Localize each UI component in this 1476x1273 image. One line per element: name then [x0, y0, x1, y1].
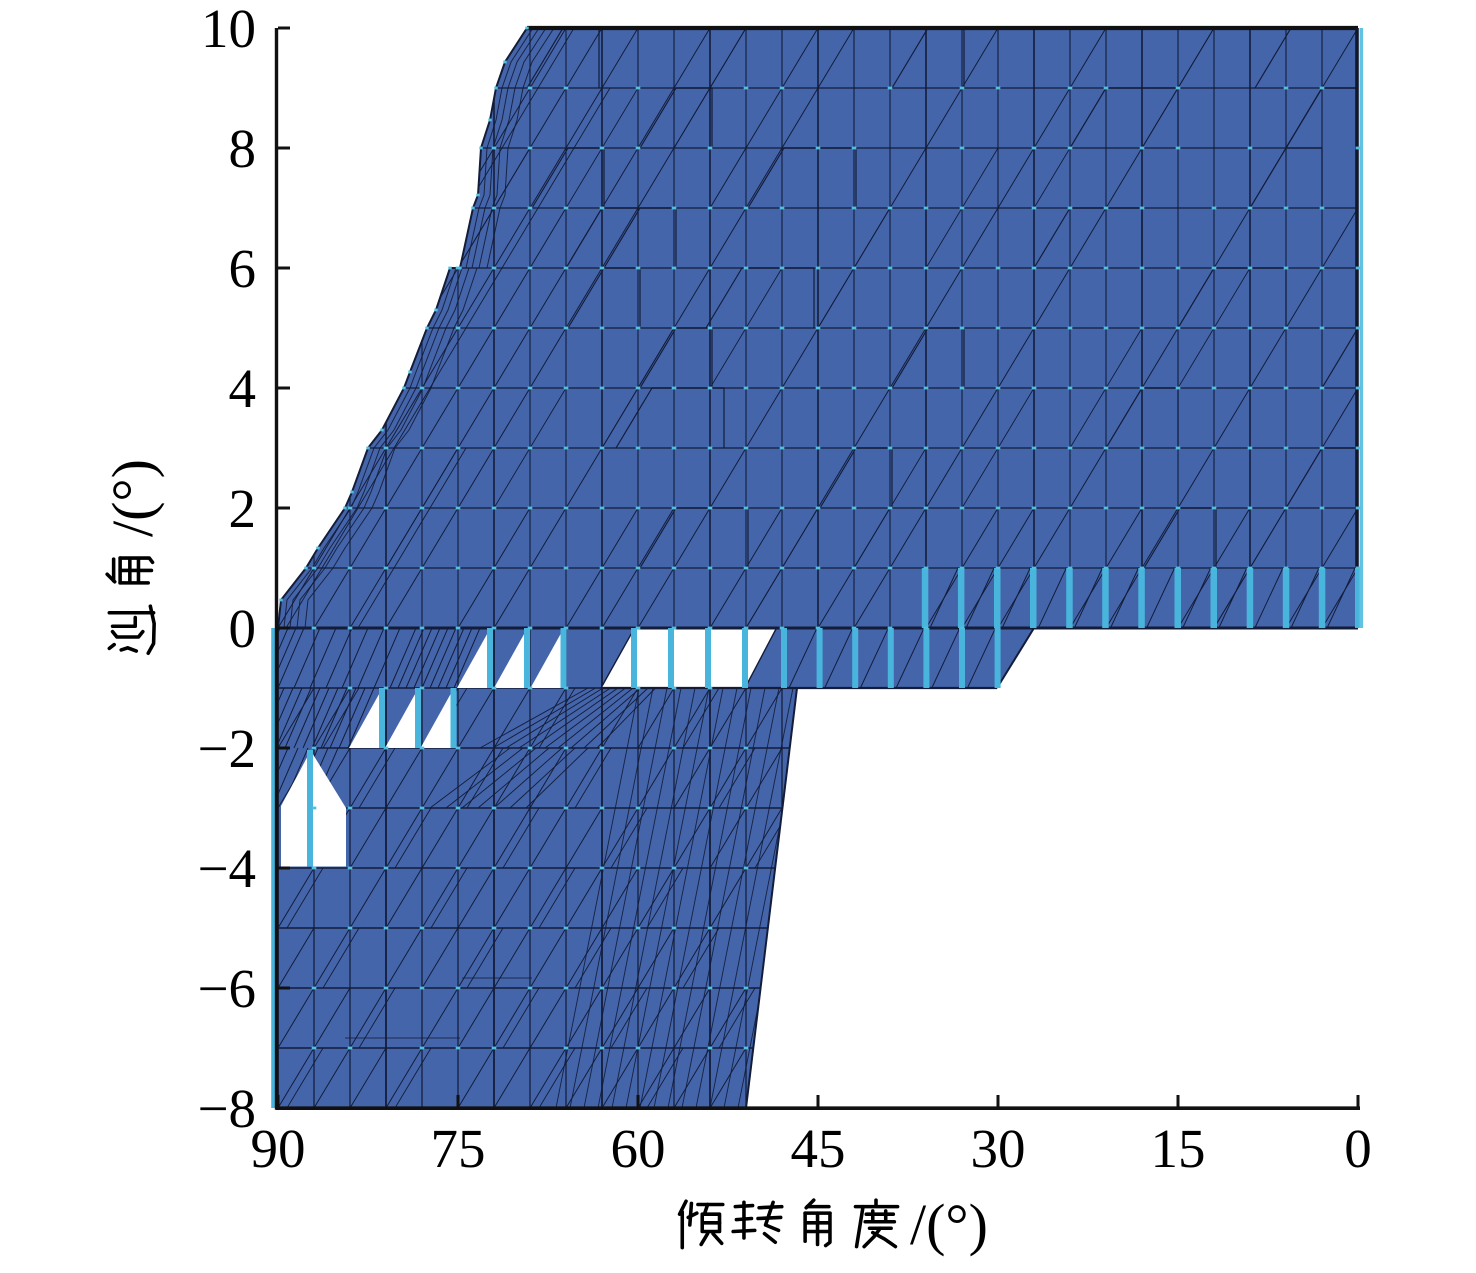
svg-text:−8: −8 [197, 1078, 256, 1139]
svg-text:45: 45 [791, 1118, 846, 1179]
svg-text:−6: −6 [197, 958, 256, 1019]
svg-text:−4: −4 [197, 838, 256, 899]
svg-text:10: 10 [201, 0, 256, 59]
svg-text:90: 90 [251, 1118, 306, 1179]
svg-text:0: 0 [1344, 1118, 1372, 1179]
svg-text:8: 8 [229, 118, 257, 179]
svg-text:/(°): /(°) [910, 1192, 988, 1257]
svg-text:6: 6 [229, 238, 257, 299]
svg-text:30: 30 [971, 1118, 1026, 1179]
svg-text:/(°): /(°) [100, 459, 165, 537]
svg-text:−2: −2 [197, 718, 256, 779]
svg-text:75: 75 [431, 1118, 486, 1179]
svg-text:15: 15 [1151, 1118, 1206, 1179]
svg-text:60: 60 [611, 1118, 666, 1179]
svg-text:2: 2 [229, 478, 257, 539]
svg-text:4: 4 [229, 358, 257, 419]
svg-text:0: 0 [229, 598, 257, 659]
